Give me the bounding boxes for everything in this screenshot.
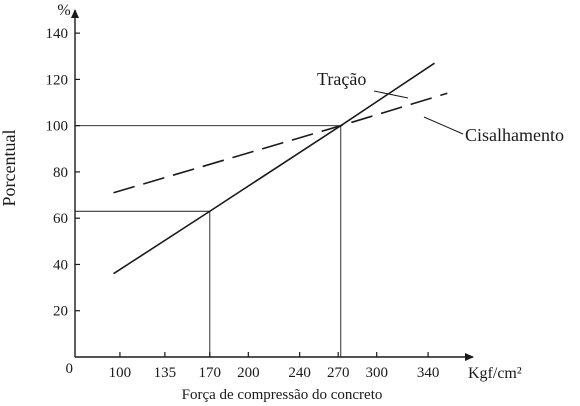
reference-lines [75, 125, 342, 357]
y-tick-label: 40 [53, 257, 68, 273]
series-label-cisalhamento: Cisalhamento [465, 125, 564, 145]
y-tick-label: 140 [46, 26, 69, 42]
x-tick-label: 240 [288, 365, 311, 381]
x-tick-label: 270 [327, 365, 350, 381]
leader-line-tracao [373, 90, 409, 99]
x-axis-unit: Kgf/cm² [468, 365, 522, 382]
ticks: 100 135 170 200 240 270 300 340 20 40 60 80 100 120 14… [46, 26, 440, 381]
series-line-cisalhamento [113, 92, 448, 194]
y-tick-label: 60 [53, 211, 68, 227]
x-tick-label: 300 [365, 365, 388, 381]
series-lines [113, 62, 448, 275]
y-tick-label: 100 [46, 119, 69, 135]
x-tick-label: 170 [199, 365, 222, 381]
y-axis-unit: % [57, 2, 70, 19]
series-line-tracao [113, 62, 435, 275]
x-tick-label: 135 [154, 365, 177, 381]
y-axis-label: Porcentual [0, 130, 19, 207]
leader-line-cisalhamento [423, 116, 464, 135]
y-tick-label: 120 [46, 72, 69, 88]
x-tick-label: 200 [237, 365, 260, 381]
origin-label: 0 [66, 361, 74, 377]
y-tick-label: 80 [53, 165, 68, 181]
x-tick-label: 340 [417, 365, 440, 381]
x-axis-label: Força de compressão do concreto [182, 387, 383, 403]
reference-line [75, 125, 342, 357]
x-tick-label: 100 [109, 365, 132, 381]
y-tick-label: 20 [53, 304, 68, 320]
series-label-tracao: Tração [317, 69, 366, 89]
reference-line [75, 210, 211, 357]
